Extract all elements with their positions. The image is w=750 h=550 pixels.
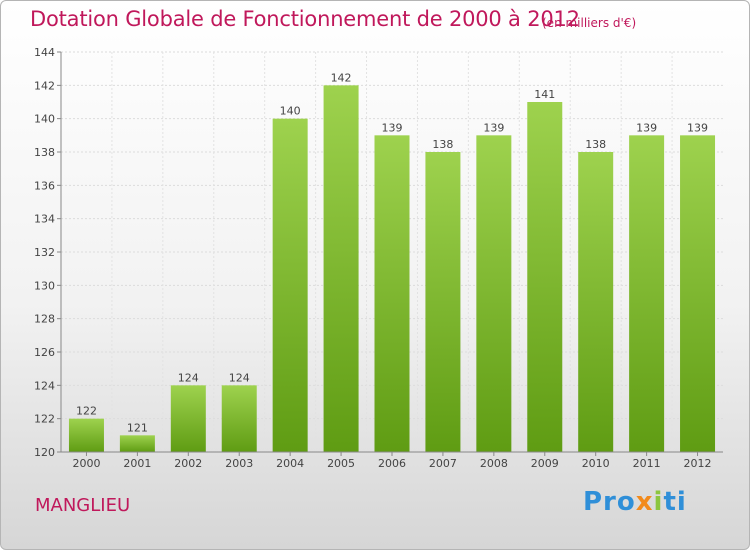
bar [68,418,104,452]
y-tick-label: 124 [34,379,55,392]
bar [119,435,155,452]
bar-value-label: 139 [382,121,403,134]
logo-part: Pro [583,487,636,517]
x-tick-label: 2002 [174,457,202,470]
chart-unit: (en milliers d'€) [542,16,637,30]
y-tick-label: 122 [34,413,55,426]
bar-value-label: 139 [483,121,504,134]
proxiti-logo: Proxiti [583,487,687,517]
y-tick-label: 142 [34,79,55,92]
bar [527,102,563,452]
x-tick-label: 2005 [327,457,355,470]
bar-value-label: 141 [534,88,555,101]
axes: 120 122 124 126 128 130 132 134 136 138 140 142 144 2… [34,46,723,470]
bar [272,118,308,453]
bar-value-label: 142 [331,71,352,84]
bar [323,85,359,452]
chart-title: Dotation Globale de Fonctionnement de 20… [30,7,580,31]
y-tick-label: 138 [34,146,55,159]
y-tick-label: 132 [34,246,55,259]
bar [629,135,665,453]
y-tick-label: 120 [34,446,55,459]
x-tick-label: 2003 [225,457,253,470]
x-tick-label: 2004 [276,457,304,470]
grid-lines [61,51,723,453]
logo-part: x [635,487,654,517]
x-tick-label: 2006 [378,457,406,470]
y-tick-label: 140 [34,113,55,126]
x-tick-label: 2010 [582,457,610,470]
bar-value-label: 138 [432,138,453,151]
bar-value-label: 122 [76,405,97,418]
bar [476,135,512,453]
commune-name: MANGLIEU [35,495,131,516]
bar-value-label: 140 [280,105,301,118]
bar-value-label: 139 [636,121,657,134]
y-tick-label: 144 [34,46,55,59]
logo-part: i [653,487,664,517]
x-tick-label: 2000 [72,457,100,470]
bar [170,385,206,452]
logo-part: ti [663,487,687,517]
bar [221,385,257,452]
x-tick-label: 2012 [684,457,712,470]
y-tick-label: 130 [34,279,55,292]
bar-value-label: 139 [687,121,708,134]
bar [374,135,410,453]
bar-value-label: 138 [585,138,606,151]
bar-value-label: 124 [229,371,250,384]
x-tick-label: 2008 [480,457,508,470]
x-tick-label: 2001 [123,457,151,470]
chart-title-text: Dotation Globale de Fonctionnement de 20… [30,7,580,31]
bar-value-label: 121 [127,421,148,434]
bar [578,152,614,452]
x-tick-label: 2007 [429,457,457,470]
bars: 122 121 124 124 140 142 139 138 139 141 138 139 139 [68,71,716,453]
bar [680,135,716,453]
bar-value-label: 124 [178,371,199,384]
y-tick-label: 128 [34,313,55,326]
x-tick-label: 2011 [633,457,661,470]
x-tick-label: 2009 [531,457,559,470]
y-tick-label: 136 [34,179,55,192]
y-tick-label: 126 [34,346,55,359]
bar [425,152,461,452]
y-tick-label: 134 [34,213,55,226]
